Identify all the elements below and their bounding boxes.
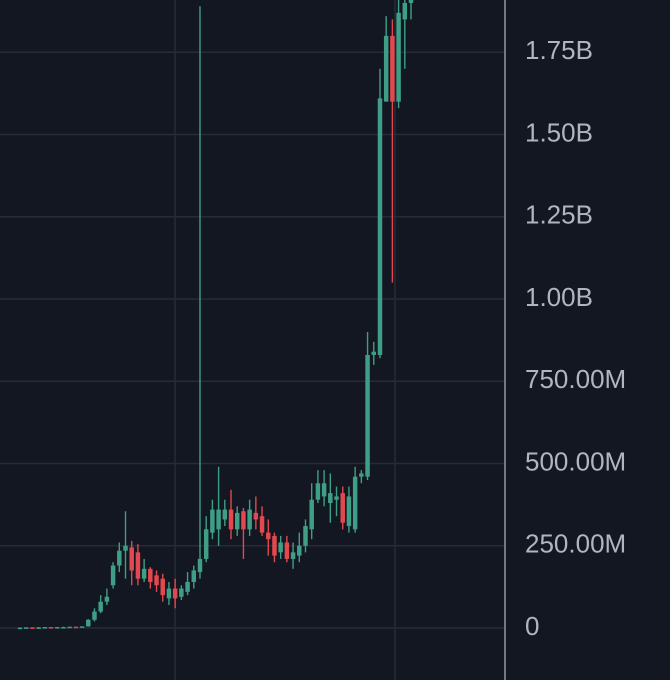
candles [17, 0, 414, 630]
candle-body [334, 496, 339, 500]
candle-body [42, 627, 48, 629]
candle-body [383, 35, 389, 102]
candle-body [23, 627, 29, 629]
candle-body [222, 509, 228, 520]
candle-body [17, 627, 23, 630]
candle-body [117, 550, 122, 566]
y-tick-label: 0 [525, 611, 539, 641]
candle-body [172, 588, 178, 599]
candle-body [253, 512, 259, 520]
candle-body [321, 483, 327, 497]
candle-body [371, 351, 376, 355]
candle-body [328, 493, 333, 504]
candle-body [377, 98, 383, 355]
candle-body [79, 626, 85, 628]
grid [0, 51, 505, 629]
candle-body [135, 552, 141, 579]
candle-body [228, 509, 234, 530]
y-tick-label: 250.00M [525, 529, 626, 559]
candle-body [234, 512, 240, 530]
candle-body [197, 558, 203, 573]
candle-body [129, 547, 134, 571]
candle-body [48, 627, 54, 629]
candle-body [203, 529, 209, 559]
candle-body [110, 565, 116, 586]
candle-body [191, 570, 197, 582]
candle-body [210, 509, 215, 533]
candle-body [352, 476, 358, 530]
y-tick-label: 1.50B [525, 117, 593, 147]
candle-body [390, 35, 395, 102]
candle-body [98, 601, 103, 612]
candle-body [73, 626, 79, 629]
candle-body [365, 354, 370, 477]
candle-body [123, 545, 128, 551]
y-tick-label: 1.00B [525, 282, 593, 312]
candle-body [309, 499, 314, 530]
candle-body [104, 596, 110, 602]
candle-body [408, 0, 414, 3]
candle-body [148, 568, 153, 582]
candle-body [290, 552, 296, 559]
candle-body [359, 473, 364, 477]
candle-body [340, 493, 345, 523]
candle-body [141, 568, 147, 579]
candle-body [216, 509, 221, 530]
candle-body [259, 516, 265, 533]
candle-body [154, 575, 159, 586]
candle-body [303, 526, 308, 546]
candle-body [315, 483, 321, 500]
candle-body [284, 542, 290, 559]
candle-body [36, 627, 41, 629]
candle-body [160, 578, 165, 596]
candle-body [297, 545, 302, 556]
candle-body [402, 2, 408, 20]
candle-body [55, 627, 60, 629]
candle-body [278, 542, 283, 553]
candle-body [272, 535, 277, 556]
candle-body [346, 496, 352, 527]
y-tick-label: 750.00M [525, 364, 626, 394]
y-axis: 0 250.00M 500.00M 750.00M 1.00B 1.25B 1.50B 1.7… [525, 35, 626, 641]
candle-body [179, 588, 184, 597]
candle-body [241, 511, 246, 530]
candle-body [166, 588, 172, 599]
candle-body [86, 619, 91, 627]
y-tick-label: 1.25B [525, 200, 593, 230]
candle-body [30, 627, 35, 629]
y-tick-label: 1.75B [525, 35, 593, 65]
candle-body [266, 532, 271, 540]
candle-body [247, 509, 252, 530]
candle-body [92, 611, 97, 620]
y-tick-label: 500.00M [525, 446, 626, 476]
candle-body [396, 12, 401, 102]
candle-body [61, 627, 66, 629]
candle-body [67, 626, 72, 629]
candle-body [185, 581, 190, 592]
